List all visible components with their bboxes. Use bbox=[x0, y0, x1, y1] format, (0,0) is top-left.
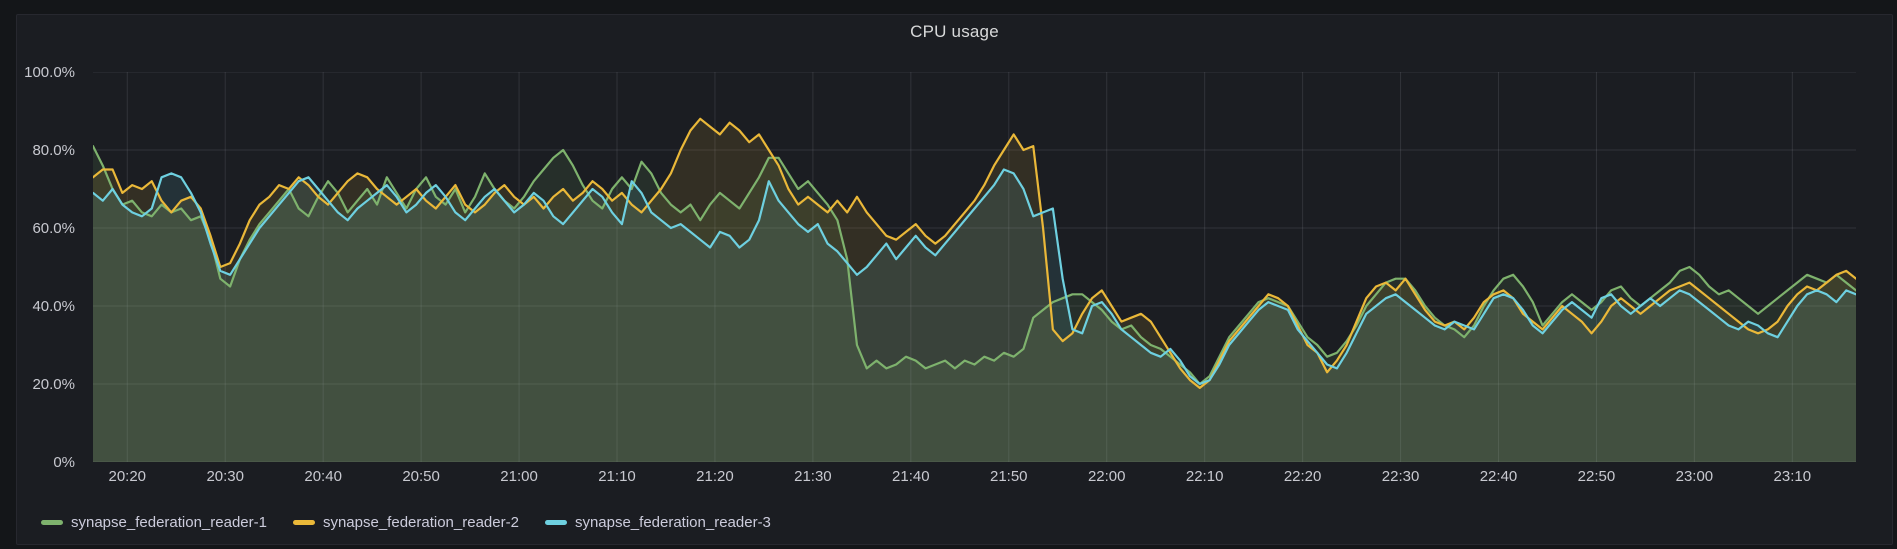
x-axis-label: 23:00 bbox=[1675, 468, 1714, 485]
legend-label: synapse_federation_reader-2 bbox=[322, 513, 519, 531]
legend-swatch bbox=[41, 519, 63, 525]
series-area bbox=[93, 169, 1856, 462]
x-axis-label: 21:50 bbox=[989, 468, 1028, 485]
y-axis-label: 100.0% bbox=[24, 63, 75, 81]
y-axis-label: 40.0% bbox=[32, 297, 75, 315]
x-axis-label: 22:50 bbox=[1577, 468, 1616, 485]
x-axis-label: 22:10 bbox=[1185, 468, 1224, 485]
y-axis-label: 20.0% bbox=[32, 375, 75, 393]
y-axis-label: 0% bbox=[53, 453, 75, 471]
x-axis-label: 21:40 bbox=[892, 468, 930, 485]
x-axis-label: 20:30 bbox=[206, 468, 244, 485]
x-axis-label: 21:20 bbox=[696, 468, 734, 485]
x-axis-label: 20:40 bbox=[304, 468, 342, 485]
legend-item[interactable]: synapse_federation_reader-2 bbox=[292, 513, 519, 531]
x-axis-label: 21:10 bbox=[598, 468, 636, 485]
series-line bbox=[93, 117, 1856, 389]
legend-item[interactable]: synapse_federation_reader-3 bbox=[544, 513, 771, 531]
x-axis-label: 22:20 bbox=[1283, 468, 1322, 485]
legend-item[interactable]: synapse_federation_reader-1 bbox=[41, 514, 267, 531]
series-line bbox=[93, 168, 1856, 386]
legend-label: synapse_federation_reader-1 bbox=[71, 513, 267, 531]
x-axis-label: 22:00 bbox=[1087, 468, 1126, 485]
x-axis-label: 21:30 bbox=[794, 468, 832, 485]
y-axis-label: 60.0% bbox=[32, 219, 75, 237]
series-area bbox=[93, 118, 1856, 462]
y-axis-label: 80.0% bbox=[32, 141, 75, 159]
legend-swatch bbox=[292, 519, 315, 525]
x-axis-label: 22:40 bbox=[1479, 468, 1518, 485]
x-axis-label: 20:50 bbox=[402, 468, 440, 485]
x-axis-label: 20:20 bbox=[108, 468, 147, 485]
legend-label: synapse_federation_reader-3 bbox=[574, 513, 771, 531]
x-axis-label: 23:10 bbox=[1773, 468, 1812, 485]
legend-swatch bbox=[544, 519, 567, 525]
legend: synapse_federation_reader-1 synapse_feder… bbox=[41, 511, 771, 533]
series-area bbox=[93, 146, 1856, 462]
panel-title[interactable]: CPU usage bbox=[910, 22, 999, 41]
plot-area[interactable] bbox=[93, 72, 1856, 462]
x-axis-label: 22:30 bbox=[1381, 468, 1420, 485]
series-line bbox=[93, 144, 1856, 386]
x-axis-label: 21:00 bbox=[500, 468, 538, 485]
chart-canvas[interactable] bbox=[93, 72, 1856, 462]
grafana-panel: CPU usage 0% 20.0% 40.0% 60.0% 80.0% 100.0% 2… bbox=[16, 14, 1893, 545]
